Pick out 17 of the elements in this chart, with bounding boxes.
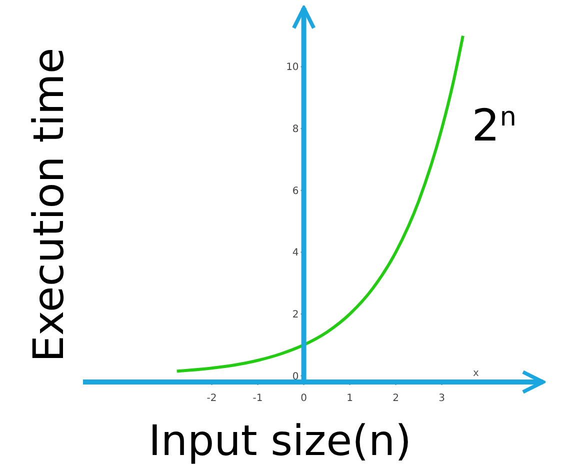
y-tick-label: 10 [286, 62, 299, 74]
line-series [175, 34, 464, 373]
x-tick-label: -2 [206, 393, 217, 404]
series-label: 2$^{n}$ [472, 100, 517, 152]
y-tick-label: 4 [292, 248, 299, 259]
y-tick-label: 2 [292, 310, 299, 320]
y-tick-label: 6 [292, 186, 299, 197]
x-tick-label: 2 [392, 393, 399, 404]
y-tick-label: 8 [292, 124, 299, 136]
x-tick-label: 0 [300, 393, 307, 404]
y-axis-title: Execution time [24, 48, 73, 362]
x-tick-label: -1 [252, 393, 263, 404]
y-tick-label: 0 [292, 371, 299, 382]
x-tick-label: 3 [438, 393, 445, 404]
annotation: x [473, 368, 480, 379]
x-axis-title: Input size(n) [148, 416, 412, 464]
x-tick-label: 1 [346, 393, 353, 404]
